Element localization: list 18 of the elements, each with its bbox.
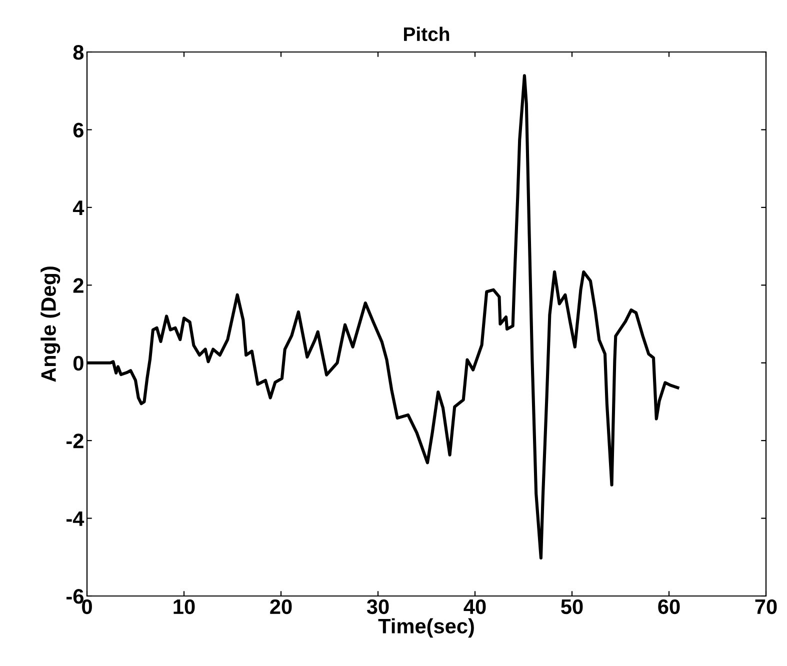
- y-tick-label: 8: [73, 45, 84, 60]
- y-tick-label: -2: [66, 434, 84, 448]
- y-tick-label: 0: [73, 356, 84, 371]
- x-tick-label: 30: [366, 599, 389, 614]
- x-tick-label: 50: [561, 599, 583, 614]
- y-axis-title: Angle (Deg): [40, 266, 60, 382]
- x-tick-label: 10: [174, 599, 195, 614]
- x-tick-label: 70: [755, 599, 777, 614]
- x-tick-label: 60: [658, 599, 680, 614]
- y-tick-label: 4: [72, 200, 84, 215]
- x-tick-label: 20: [270, 599, 292, 614]
- x-axis-title: Time(sec): [378, 618, 474, 638]
- chart-title: Pitch: [404, 26, 450, 42]
- y-tick-label: -4: [66, 512, 84, 526]
- y-tick-label: 6: [73, 122, 84, 138]
- y-tick-label: -6: [66, 589, 84, 604]
- x-tick-label: 40: [464, 599, 486, 614]
- y-tick-label: 2: [73, 278, 84, 293]
